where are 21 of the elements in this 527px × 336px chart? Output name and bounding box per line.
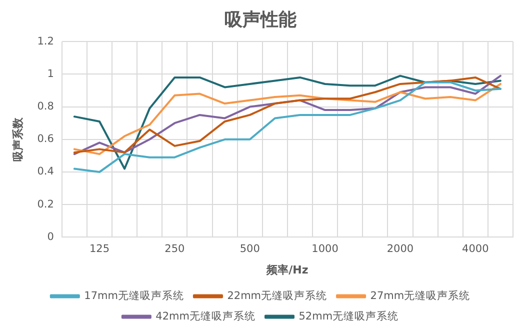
x-axis-title: 频率/Hz	[266, 263, 308, 276]
x-tick-label: 4000	[462, 243, 489, 256]
y-tick-label: 1.2	[37, 35, 54, 48]
y-axis-title: 吸声系数	[11, 116, 24, 162]
y-tick-label: 1	[47, 68, 54, 80]
x-tick-label: 500	[240, 243, 260, 256]
y-tick-label: 0	[47, 230, 54, 243]
y-tick-label: 0.6	[37, 133, 54, 146]
y-tick-label: 0.8	[37, 100, 54, 113]
x-tick-label: 1000	[312, 243, 338, 256]
x-tick-label: 125	[89, 243, 110, 256]
legend-label: 17mm无缝吸声系统	[84, 288, 184, 302]
y-tick-label: 0.4	[37, 166, 54, 178]
x-tick-label: 250	[164, 243, 185, 256]
legend-label: 42mm无缝吸声系统	[156, 309, 256, 322]
legend-label: 52mm无缝吸声系统	[298, 309, 399, 322]
x-tick-label: 2000	[386, 243, 414, 256]
legend-label: 27mm无缝吸声系统	[370, 288, 470, 302]
legend-label: 22mm无缝吸声系统	[227, 288, 328, 302]
y-tick-label: 0.2	[37, 198, 54, 210]
chart-title: 吸声性能	[224, 9, 296, 30]
